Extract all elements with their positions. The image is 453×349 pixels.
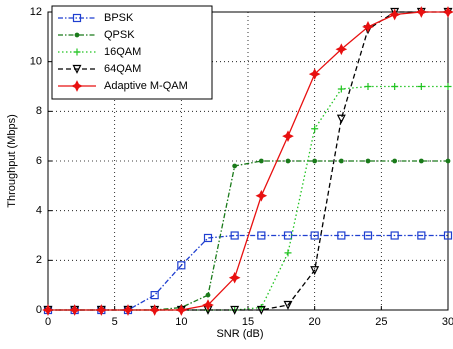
marker: [390, 7, 400, 17]
marker: [230, 305, 240, 315]
marker: [205, 292, 211, 298]
y-tick-label: 2: [36, 254, 42, 266]
marker: [177, 261, 186, 270]
marker: [310, 266, 320, 276]
marker: [232, 163, 238, 169]
marker: [363, 231, 373, 240]
legend-label: QPSK: [104, 29, 135, 41]
marker: [175, 304, 188, 316]
x-tick-label: 5: [112, 316, 118, 328]
marker: [95, 304, 108, 316]
marker: [282, 130, 294, 143]
x-tick-label: 20: [309, 316, 321, 328]
marker: [365, 158, 371, 164]
marker: [443, 231, 453, 240]
y-tick-label: 0: [36, 304, 42, 316]
series-line: [48, 85, 448, 311]
marker: [442, 6, 453, 18]
legend-label: 16QAM: [104, 46, 141, 58]
legend-label: Adaptive M-QAM: [104, 80, 188, 92]
marker: [388, 8, 401, 21]
marker: [444, 83, 452, 90]
marker: [255, 189, 268, 202]
y-tick-label: 8: [36, 105, 42, 117]
marker: [335, 43, 348, 56]
marker: [362, 21, 374, 33]
y-tick-label: 4: [36, 205, 42, 217]
x-tick-label: 0: [45, 316, 51, 328]
y-tick-label: 12: [30, 6, 42, 18]
marker: [203, 233, 213, 243]
y-axis-label: Throughput (Mbps): [6, 114, 18, 208]
y-tick-label: 6: [36, 155, 42, 167]
marker: [74, 32, 80, 38]
marker: [71, 80, 83, 92]
marker: [418, 158, 424, 164]
marker: [337, 85, 345, 93]
marker: [228, 271, 241, 284]
marker: [311, 125, 319, 133]
marker: [336, 114, 346, 124]
marker: [392, 158, 398, 164]
marker: [285, 158, 291, 164]
marker: [337, 231, 346, 240]
legend-label: BPSK: [104, 12, 134, 24]
marker: [417, 231, 426, 240]
marker: [338, 158, 344, 164]
marker: [257, 231, 266, 240]
marker: [258, 158, 264, 164]
marker: [73, 48, 81, 56]
marker: [283, 231, 293, 240]
marker: [230, 231, 239, 240]
marker: [72, 64, 82, 74]
marker: [364, 83, 372, 90]
marker: [390, 231, 399, 240]
marker: [415, 6, 428, 18]
x-tick-label: 10: [175, 316, 187, 328]
marker: [308, 68, 321, 80]
marker: [122, 304, 134, 316]
marker: [68, 304, 81, 316]
y-tick-label: 10: [30, 56, 42, 68]
x-tick-label: 15: [242, 316, 254, 328]
marker: [312, 158, 318, 164]
marker: [72, 13, 82, 23]
marker: [284, 249, 292, 257]
marker: [310, 231, 319, 240]
marker: [391, 83, 399, 90]
marker: [256, 305, 266, 315]
marker: [445, 158, 451, 164]
marker: [42, 304, 54, 316]
marker: [150, 291, 159, 300]
marker: [202, 299, 214, 311]
marker: [283, 300, 293, 310]
x-tick-label: 30: [442, 316, 453, 328]
series-line: [48, 11, 448, 311]
x-axis-label: SNR (dB): [216, 328, 263, 340]
marker: [417, 83, 425, 90]
marker: [148, 304, 161, 316]
x-tick-label: 25: [375, 316, 387, 328]
legend-label: 64QAM: [104, 63, 141, 75]
